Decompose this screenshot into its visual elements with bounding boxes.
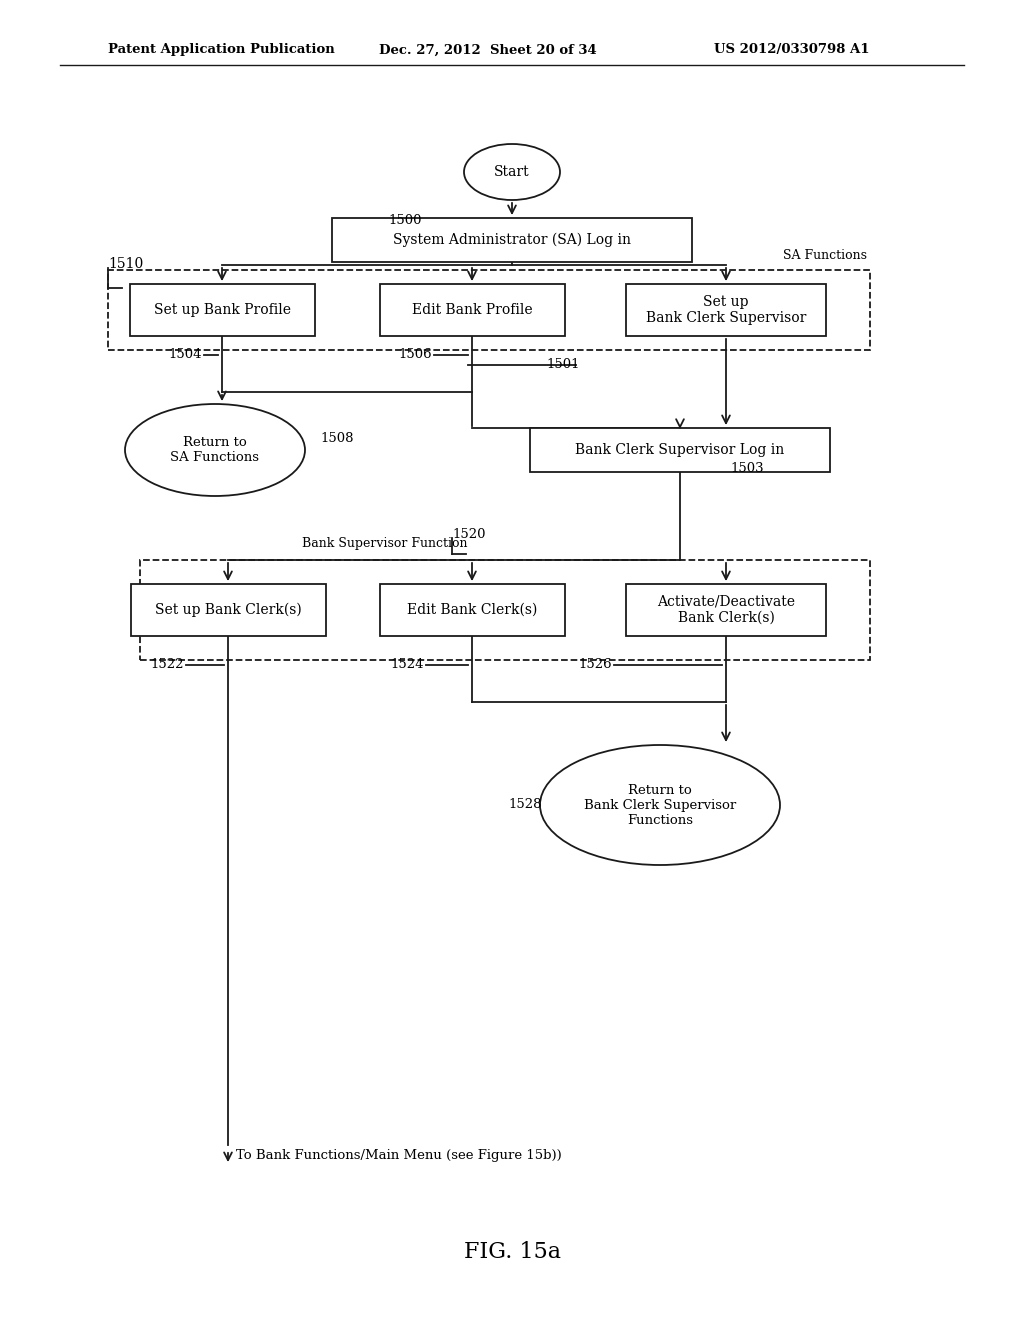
Text: Bank Supervisor Function: Bank Supervisor Function (302, 537, 468, 550)
FancyBboxPatch shape (129, 284, 314, 337)
Text: 1504: 1504 (168, 348, 202, 362)
Text: 1500: 1500 (388, 214, 422, 227)
Text: 1510: 1510 (108, 257, 143, 271)
Ellipse shape (540, 744, 780, 865)
Text: Edit Bank Clerk(s): Edit Bank Clerk(s) (407, 603, 538, 616)
Text: Patent Application Publication: Patent Application Publication (108, 44, 335, 57)
FancyBboxPatch shape (380, 583, 564, 636)
Text: Set up Bank Clerk(s): Set up Bank Clerk(s) (155, 603, 301, 618)
Text: Set up
Bank Clerk Supervisor: Set up Bank Clerk Supervisor (646, 294, 806, 325)
Text: System Administrator (SA) Log in: System Administrator (SA) Log in (393, 232, 631, 247)
Text: 1506: 1506 (398, 348, 432, 362)
Text: 1524: 1524 (390, 659, 424, 672)
Text: Return to
Bank Clerk Supervisor
Functions: Return to Bank Clerk Supervisor Function… (584, 784, 736, 826)
FancyBboxPatch shape (380, 284, 564, 337)
Text: 1528: 1528 (508, 799, 542, 812)
Text: US 2012/0330798 A1: US 2012/0330798 A1 (715, 44, 870, 57)
Text: Bank Clerk Supervisor Log in: Bank Clerk Supervisor Log in (575, 444, 784, 457)
FancyBboxPatch shape (108, 271, 870, 350)
Text: 1522: 1522 (150, 659, 183, 672)
Text: Start: Start (495, 165, 529, 180)
Text: To Bank Functions/Main Menu (see Figure 15b)): To Bank Functions/Main Menu (see Figure … (236, 1148, 562, 1162)
FancyBboxPatch shape (130, 583, 326, 636)
Text: Edit Bank Profile: Edit Bank Profile (412, 304, 532, 317)
FancyBboxPatch shape (626, 583, 826, 636)
Text: 1503: 1503 (730, 462, 764, 474)
Text: 1526: 1526 (578, 659, 611, 672)
FancyBboxPatch shape (626, 284, 826, 337)
FancyBboxPatch shape (140, 560, 870, 660)
Text: Return to
SA Functions: Return to SA Functions (171, 436, 259, 465)
Text: Dec. 27, 2012  Sheet 20 of 34: Dec. 27, 2012 Sheet 20 of 34 (379, 44, 597, 57)
Ellipse shape (125, 404, 305, 496)
FancyBboxPatch shape (530, 428, 830, 473)
Text: SA Functions: SA Functions (783, 249, 867, 261)
Text: FIG. 15a: FIG. 15a (464, 1241, 560, 1263)
Text: 1508: 1508 (319, 432, 353, 445)
Ellipse shape (464, 144, 560, 201)
Text: Activate/Deactivate
Bank Clerk(s): Activate/Deactivate Bank Clerk(s) (657, 595, 795, 626)
FancyBboxPatch shape (332, 218, 692, 261)
Text: Set up Bank Profile: Set up Bank Profile (154, 304, 291, 317)
Text: 1501: 1501 (546, 359, 580, 371)
Text: 1520: 1520 (452, 528, 485, 541)
